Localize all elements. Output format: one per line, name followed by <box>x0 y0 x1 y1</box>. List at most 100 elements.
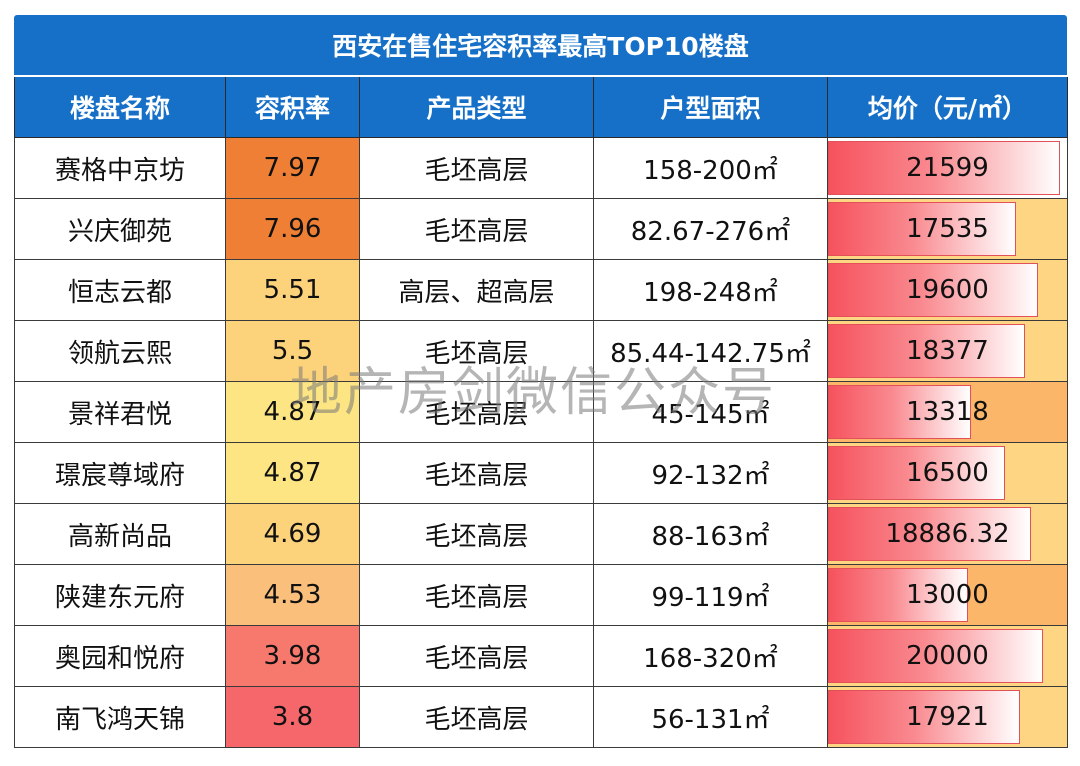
header-area: 户型面积 <box>593 75 828 138</box>
table-row: 领航云熙 5.5 毛坯高层 85.44-142.75㎡ 18377 <box>14 320 1068 382</box>
cell-area: 45-145㎡ <box>593 381 828 443</box>
header-type: 产品类型 <box>359 75 594 138</box>
price-bar-track <box>828 138 1067 198</box>
cell-type: 毛坯高层 <box>359 503 594 565</box>
price-bar <box>828 324 1026 378</box>
price-label: 16500 <box>906 458 989 488</box>
price-bar <box>828 263 1039 317</box>
table-row: 璟宸尊域府 4.87 毛坯高层 92-132㎡ 16500 <box>14 442 1068 504</box>
price-bar <box>828 202 1017 256</box>
price-bar <box>828 507 1031 561</box>
price-bar <box>828 446 1006 500</box>
cell-far: 5.5 <box>225 320 360 382</box>
price-label: 20000 <box>906 641 989 671</box>
table-row: 兴庆御苑 7.96 毛坯高层 82.67-276㎡ 17535 <box>14 198 1068 260</box>
price-bar-track <box>828 260 1067 320</box>
cell-area: 85.44-142.75㎡ <box>593 320 828 382</box>
cell-far: 4.53 <box>225 564 360 626</box>
cell-price: 17535 <box>827 198 1068 260</box>
cell-far: 4.87 <box>225 442 360 504</box>
table-row: 景祥君悦 4.87 毛坯高层 45-145㎡ 13318 <box>14 381 1068 443</box>
price-bar-track <box>828 504 1067 564</box>
cell-price: 13318 <box>827 381 1068 443</box>
cell-name: 恒志云都 <box>14 259 226 321</box>
cell-far: 3.98 <box>225 625 360 687</box>
price-label: 18377 <box>906 336 989 366</box>
price-label: 21599 <box>906 153 989 183</box>
cell-area: 99-119㎡ <box>593 564 828 626</box>
price-bar-track <box>828 626 1067 686</box>
header-far: 容积率 <box>225 75 360 138</box>
header-price: 均价（元/㎡） <box>827 75 1068 138</box>
cell-price: 18377 <box>827 320 1068 382</box>
table-row: 恒志云都 5.51 高层、超高层 198-248㎡ 19600 <box>14 259 1068 321</box>
table-row: 奥园和悦府 3.98 毛坯高层 168-320㎡ 20000 <box>14 625 1068 687</box>
table-container: 西安在售住宅容积率最高TOP10楼盘 楼盘名称 容积率 产品类型 户型面积 均价… <box>14 15 1068 748</box>
cell-far: 5.51 <box>225 259 360 321</box>
cell-name: 陕建东元府 <box>14 564 226 626</box>
cell-price: 18886.32 <box>827 503 1068 565</box>
cell-area: 92-132㎡ <box>593 442 828 504</box>
cell-name: 高新尚品 <box>14 503 226 565</box>
cell-far: 4.87 <box>225 381 360 443</box>
cell-far: 4.69 <box>225 503 360 565</box>
table-row: 南飞鸿天锦 3.8 毛坯高层 56-131㎡ 17921 <box>14 686 1068 748</box>
price-label: 18886.32 <box>885 519 1010 549</box>
cell-area: 168-320㎡ <box>593 625 828 687</box>
price-bar-track <box>828 565 1067 625</box>
price-bar-track <box>828 321 1067 381</box>
cell-type: 毛坯高层 <box>359 625 594 687</box>
cell-name: 璟宸尊域府 <box>14 442 226 504</box>
price-bar-track <box>828 443 1067 503</box>
price-label: 19600 <box>906 275 989 305</box>
cell-price: 17921 <box>827 686 1068 748</box>
price-bar-track <box>828 199 1067 259</box>
cell-type: 毛坯高层 <box>359 381 594 443</box>
price-label: 13318 <box>906 397 989 427</box>
cell-area: 56-131㎡ <box>593 686 828 748</box>
cell-area: 158-200㎡ <box>593 137 828 199</box>
cell-area: 88-163㎡ <box>593 503 828 565</box>
cell-far: 3.8 <box>225 686 360 748</box>
price-bar-track <box>828 382 1067 442</box>
cell-type: 毛坯高层 <box>359 442 594 504</box>
table-body: 赛格中京坊 7.97 毛坯高层 158-200㎡ 21599 兴庆御苑 7.96 毛坯高层 82… <box>14 137 1068 748</box>
cell-type: 毛坯高层 <box>359 198 594 260</box>
table-row: 赛格中京坊 7.97 毛坯高层 158-200㎡ 21599 <box>14 137 1068 199</box>
cell-type: 毛坯高层 <box>359 564 594 626</box>
data-table: 楼盘名称 容积率 产品类型 户型面积 均价（元/㎡） 赛格中京坊 7.97 毛坯高层… <box>14 75 1068 748</box>
cell-type: 毛坯高层 <box>359 686 594 748</box>
cell-name: 领航云熙 <box>14 320 226 382</box>
cell-area: 198-248㎡ <box>593 259 828 321</box>
price-label: 17535 <box>906 214 989 244</box>
table-row: 陕建东元府 4.53 毛坯高层 99-119㎡ 13000 <box>14 564 1068 626</box>
price-bar <box>828 568 968 622</box>
cell-name: 赛格中京坊 <box>14 137 226 199</box>
price-bar <box>828 141 1060 195</box>
cell-type: 毛坯高层 <box>359 320 594 382</box>
cell-name: 南飞鸿天锦 <box>14 686 226 748</box>
cell-price: 20000 <box>827 625 1068 687</box>
price-label: 17921 <box>906 702 989 732</box>
cell-price: 21599 <box>827 137 1068 199</box>
table-row: 高新尚品 4.69 毛坯高层 88-163㎡ 18886.32 <box>14 503 1068 565</box>
price-bar-track <box>828 687 1067 747</box>
cell-name: 景祥君悦 <box>14 381 226 443</box>
cell-name: 奥园和悦府 <box>14 625 226 687</box>
price-bar <box>828 385 971 439</box>
cell-price: 19600 <box>827 259 1068 321</box>
cell-area: 82.67-276㎡ <box>593 198 828 260</box>
cell-type: 高层、超高层 <box>359 259 594 321</box>
cell-type: 毛坯高层 <box>359 137 594 199</box>
cell-far: 7.97 <box>225 137 360 199</box>
cell-name: 兴庆御苑 <box>14 198 226 260</box>
header-name: 楼盘名称 <box>14 75 226 138</box>
cell-far: 7.96 <box>225 198 360 260</box>
cell-price: 13000 <box>827 564 1068 626</box>
price-bar <box>828 629 1043 683</box>
header-row: 楼盘名称 容积率 产品类型 户型面积 均价（元/㎡） <box>14 75 1068 138</box>
table-title: 西安在售住宅容积率最高TOP10楼盘 <box>14 15 1067 75</box>
cell-price: 16500 <box>827 442 1068 504</box>
price-bar <box>828 690 1021 744</box>
price-label: 13000 <box>906 580 989 610</box>
